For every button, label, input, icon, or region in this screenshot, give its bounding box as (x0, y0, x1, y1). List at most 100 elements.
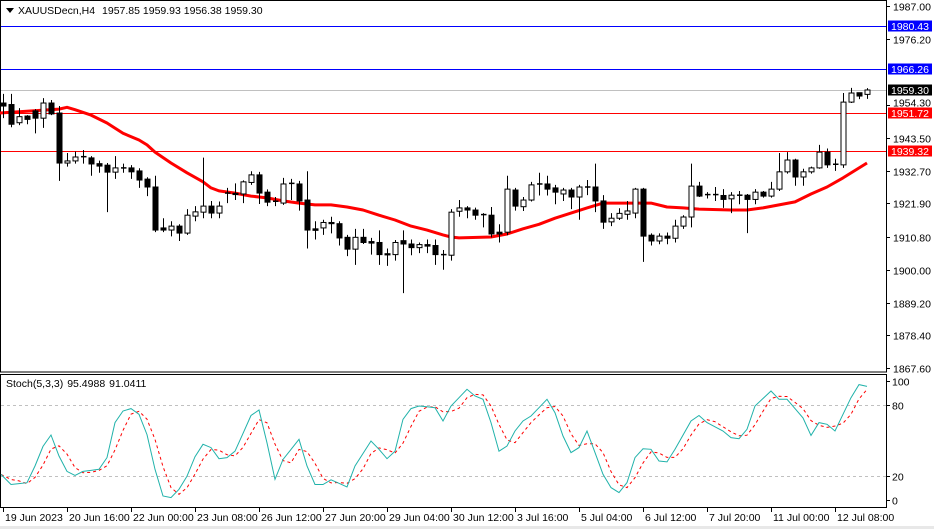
candle (688, 163, 695, 228)
candle-body-bull (248, 174, 255, 183)
stoch-main-value: 95.4988 (67, 378, 105, 390)
time-tick-label: 29 Jun 04:00 (389, 512, 450, 524)
price-line-label: 1939.32 (891, 146, 929, 158)
price-tick-label: 1867.60 (893, 364, 931, 376)
candle (504, 175, 511, 236)
candle (705, 192, 711, 199)
candle-body-bear (464, 207, 471, 211)
candle-body-bear (256, 174, 263, 194)
candle (824, 148, 831, 168)
candle (728, 192, 735, 214)
candle (576, 184, 583, 220)
candle-body-bear (304, 199, 311, 231)
candle-body-bear (144, 178, 151, 188)
candle-body-bear (824, 151, 831, 166)
candle-body-bull (624, 210, 631, 215)
candle (568, 187, 575, 210)
candle-body-bear (336, 223, 343, 239)
candle-body-bull (800, 171, 807, 178)
candle-body-bear (568, 189, 575, 198)
candle-body-bear (8, 104, 15, 125)
candle-body-bear (136, 170, 143, 181)
candle-body-bear (640, 188, 647, 237)
candle-body-bear (96, 163, 103, 167)
chart-header: XAUUSDecn,H4 1957.85 1959.93 1956.38 1959… (18, 5, 263, 17)
price-tick-label: 1910.80 (893, 233, 931, 245)
candle-body-bear (512, 189, 519, 207)
candle (648, 233, 655, 246)
stoch-tick-label: 20 (892, 472, 904, 484)
candle (384, 248, 391, 266)
candle-body-bear (400, 240, 407, 245)
main-price-panel[interactable]: XAUUSDecn,H4 1957.85 1959.93 1956.38 1959… (0, 0, 887, 373)
candle (192, 206, 199, 222)
stoch-label: Stoch(5,3,3) (6, 378, 63, 390)
price-tick-label: 1976.20 (893, 35, 931, 47)
status-strip (0, 526, 934, 529)
candle (713, 187, 719, 201)
candle-body-bull (608, 217, 615, 223)
candle-body-bear (232, 192, 239, 196)
price-line-label-box (888, 145, 932, 157)
candle-body-bull (784, 159, 791, 173)
candle (392, 240, 399, 261)
triangle-down-icon[interactable] (6, 8, 14, 13)
candle (408, 239, 415, 256)
candle (496, 224, 503, 243)
candle (744, 193, 751, 234)
candle (160, 218, 167, 233)
candle (776, 153, 783, 191)
stoch-signal-value: 91.0411 (109, 378, 146, 390)
candle-body-bear (552, 187, 559, 193)
time-tick-label: 23 Jun 08:00 (197, 512, 258, 524)
candle (864, 88, 871, 99)
time-tick-label: 7 Jul 20:00 (709, 512, 761, 524)
stoch-header: Stoch(5,3,3) 95.4988 91.0411 (6, 378, 147, 390)
candle-body-bear (264, 191, 271, 203)
candle (441, 250, 447, 270)
price-axis[interactable]: 1987.00 1976.20 1954.30 1943.50 1932.70 1921.… (886, 0, 932, 376)
candle-body-bear (648, 234, 655, 242)
candle (0, 93, 7, 119)
candle-body-bear (176, 225, 183, 234)
candle-body-bull (352, 236, 359, 250)
candle (64, 153, 71, 167)
candle (720, 189, 727, 208)
candle-body-bull (168, 225, 175, 231)
candle-body-bear (856, 92, 863, 97)
candle (8, 93, 15, 128)
candle (528, 181, 535, 202)
candle (856, 92, 863, 100)
price-tick-label: 1932.70 (893, 167, 931, 179)
candle-body-bull (416, 244, 423, 249)
candle (808, 166, 815, 174)
candle-body-bull (752, 191, 759, 200)
candle (40, 98, 47, 128)
candle (320, 219, 327, 235)
candle-body-bear (376, 241, 383, 256)
candle-body-bear (592, 186, 599, 202)
candle (200, 157, 207, 219)
time-tick-label: 30 Jun 12:00 (453, 512, 514, 524)
candle (472, 207, 479, 220)
candle (24, 115, 31, 125)
candle (760, 190, 767, 198)
price-tick-label: 1987.00 (893, 2, 931, 14)
candle (128, 165, 135, 179)
candle (248, 171, 255, 185)
candle-body-bear (56, 112, 63, 164)
candle-body-bull (560, 189, 567, 195)
candle-body-bull (184, 214, 191, 234)
price-line-label: 1959.30 (891, 85, 929, 97)
candle-body-bear (496, 231, 503, 235)
candle (360, 228, 367, 244)
candle (768, 181, 775, 198)
candle (16, 108, 23, 126)
candle (184, 209, 191, 235)
candle-body-bear (760, 191, 767, 197)
candle (848, 87, 855, 104)
stochastic-panel[interactable]: Stoch(5,3,3) 95.4988 91.0411 100 80 20 0 (0, 374, 910, 508)
candle (752, 189, 759, 205)
candle-body-bear (344, 236, 351, 250)
